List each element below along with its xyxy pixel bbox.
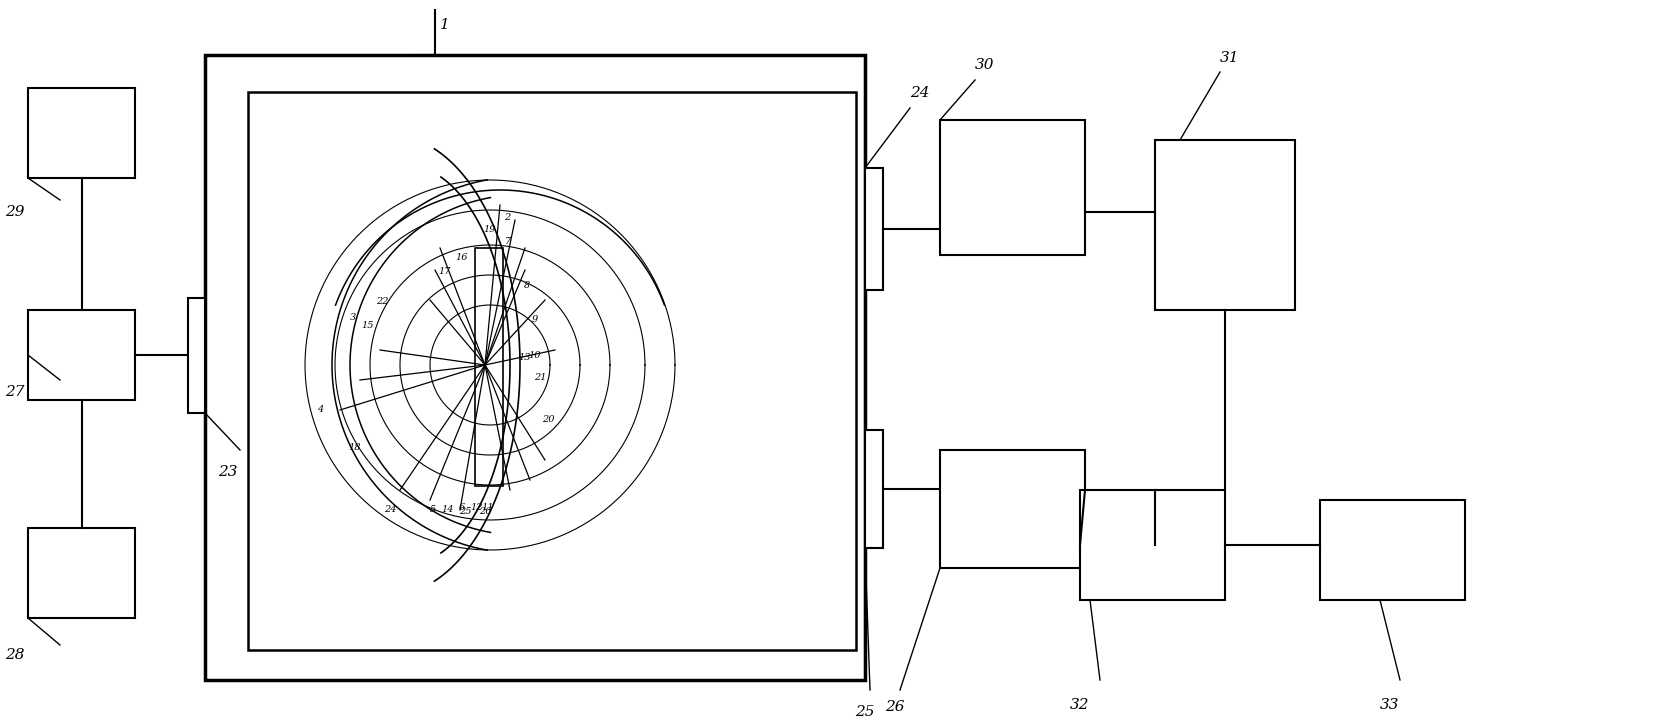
Text: 24: 24 xyxy=(384,505,396,515)
Bar xyxy=(187,298,205,413)
Text: 10: 10 xyxy=(529,351,542,359)
Text: 26: 26 xyxy=(479,508,490,516)
Text: 25: 25 xyxy=(855,705,875,716)
Text: 26: 26 xyxy=(885,700,905,714)
Text: 12: 12 xyxy=(471,503,484,513)
Bar xyxy=(1321,500,1465,600)
Text: 27: 27 xyxy=(5,385,25,399)
Bar xyxy=(28,88,134,178)
Text: 13: 13 xyxy=(519,354,532,362)
Text: 5: 5 xyxy=(429,505,436,515)
Text: 6: 6 xyxy=(459,503,466,513)
Text: 30: 30 xyxy=(974,58,994,72)
Text: 21: 21 xyxy=(534,374,547,382)
Text: 7: 7 xyxy=(505,238,510,246)
Text: 24: 24 xyxy=(910,86,930,100)
Text: 2: 2 xyxy=(504,213,510,223)
Text: 23: 23 xyxy=(219,465,237,479)
Text: 32: 32 xyxy=(1070,698,1090,712)
Bar xyxy=(28,310,134,400)
Text: 19: 19 xyxy=(484,226,495,235)
Bar xyxy=(1080,490,1225,600)
Text: 29: 29 xyxy=(5,205,25,219)
Text: 22: 22 xyxy=(376,298,388,306)
Bar xyxy=(1155,140,1296,310)
Text: 15: 15 xyxy=(361,321,374,329)
Text: 31: 31 xyxy=(1220,51,1239,65)
Text: 33: 33 xyxy=(1380,698,1400,712)
Text: 17: 17 xyxy=(439,268,451,276)
Text: 25: 25 xyxy=(459,508,471,516)
Text: 8: 8 xyxy=(524,281,530,289)
Bar xyxy=(205,55,865,680)
Text: 16: 16 xyxy=(456,253,469,263)
Text: 20: 20 xyxy=(542,415,553,425)
Bar xyxy=(865,168,883,290)
Text: 18: 18 xyxy=(348,443,361,453)
Text: 11: 11 xyxy=(482,503,494,513)
Text: 3: 3 xyxy=(350,314,356,322)
Text: 9: 9 xyxy=(532,316,539,324)
Bar xyxy=(940,120,1085,255)
Text: 4: 4 xyxy=(316,405,323,415)
Text: 14: 14 xyxy=(442,505,454,515)
Bar xyxy=(865,430,883,548)
Bar xyxy=(940,450,1085,568)
Bar xyxy=(476,248,504,486)
Bar xyxy=(249,92,857,650)
Bar xyxy=(28,528,134,618)
Text: 1: 1 xyxy=(441,18,449,32)
Text: 28: 28 xyxy=(5,648,25,662)
